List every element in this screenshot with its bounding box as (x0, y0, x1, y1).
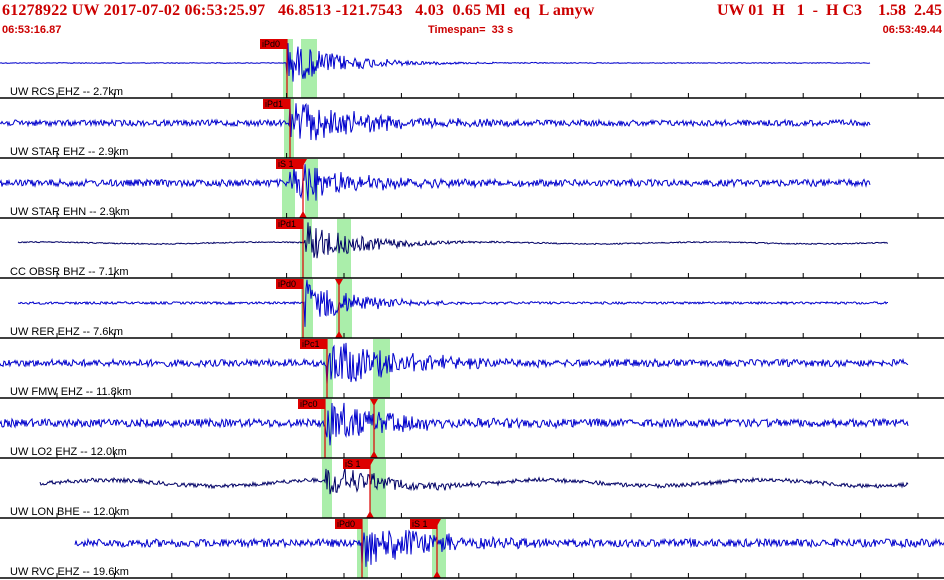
pick-window (373, 339, 390, 398)
pick-label: iPc1 (302, 339, 320, 349)
pick-label: iS 1 (278, 159, 294, 169)
pick-label: iPc0 (300, 399, 318, 409)
waveform-trace[interactable] (0, 402, 909, 446)
pick-marker-icon (433, 571, 441, 578)
pick-window (301, 279, 313, 338)
pick-flag[interactable] (298, 399, 325, 409)
pick-flag[interactable] (263, 99, 290, 109)
waveform-trace[interactable] (0, 102, 871, 141)
trace-panel[interactable]: iPd0 UW RCS EHZ -- 2.7km iPd1 UW STAR EHZ -… (0, 38, 944, 580)
pick-marker-icon (335, 279, 343, 286)
pick-marker-icon (299, 159, 307, 166)
trace-label: UW STAR EHZ -- 2.9km (10, 146, 128, 158)
pick-marker-icon (366, 511, 374, 518)
timespan: Timespan= 33 s (428, 24, 514, 36)
pick-label: iS 1 (412, 519, 428, 529)
pick-marker-icon (370, 399, 378, 406)
waveform-trace[interactable] (39, 467, 909, 495)
pick-flag[interactable] (276, 279, 303, 289)
waveform-trace[interactable] (17, 279, 888, 327)
pick-label: iS 1 (345, 459, 361, 469)
pick-flag[interactable] (276, 219, 303, 229)
pick-window (282, 159, 295, 218)
pick-label: iPd0 (262, 39, 280, 49)
pick-label: iPd1 (265, 99, 283, 109)
pick-flag[interactable] (343, 459, 370, 469)
pick-window (283, 39, 293, 98)
pick-marker-icon (433, 519, 441, 526)
trace-label: UW FMW EHZ -- 11.8km (10, 386, 131, 398)
trace-label: UW LON BHE -- 12.0km (10, 506, 129, 518)
pick-marker-icon (335, 331, 343, 338)
trace-label: UW STAR EHN -- 2.9km (10, 206, 130, 218)
pick-flag[interactable] (410, 519, 437, 529)
trace-label: CC OBSR BHZ -- 7.1km (10, 266, 129, 278)
pick-flag[interactable] (260, 39, 287, 49)
pick-label: iPd1 (278, 219, 296, 229)
event-header: 61278922 UW 2017-07-02 06:53:25.97 46.85… (0, 0, 944, 38)
trace-label: UW RVC EHZ -- 19.6km (10, 566, 129, 578)
waveform-trace[interactable] (0, 43, 871, 82)
event-quality: UW 01 H 1 - H C3 1.58 2.45 (716, 2, 942, 19)
pick-marker-icon (299, 211, 307, 218)
pick-flag[interactable] (276, 159, 303, 169)
pick-label: iPd0 (278, 279, 296, 289)
pick-label: iPd0 (337, 519, 355, 529)
trace-label: UW RCS EHZ -- 2.7km (10, 86, 123, 98)
trace-label: UW LO2 EHZ -- 12.0km (10, 446, 127, 458)
trace-label: UW RER EHZ -- 7.6km (10, 326, 123, 338)
pick-window (336, 279, 352, 338)
event-summary: 61278922 UW 2017-07-02 06:53:25.97 46.85… (2, 2, 595, 19)
pick-window (284, 99, 294, 158)
start-time: 06:53:16.87 (2, 24, 62, 36)
waveform-trace[interactable] (0, 164, 871, 201)
pick-window (321, 399, 332, 458)
waveform-trace[interactable] (74, 529, 944, 567)
pick-flag[interactable] (335, 519, 362, 529)
waveform-trace[interactable] (0, 342, 909, 385)
waveform-trace[interactable] (17, 222, 888, 259)
pick-window (432, 519, 446, 578)
end-time: 06:53:49.44 (882, 24, 942, 36)
pick-marker-icon (366, 459, 374, 466)
pick-flag[interactable] (300, 339, 327, 349)
pick-marker-icon (370, 451, 378, 458)
